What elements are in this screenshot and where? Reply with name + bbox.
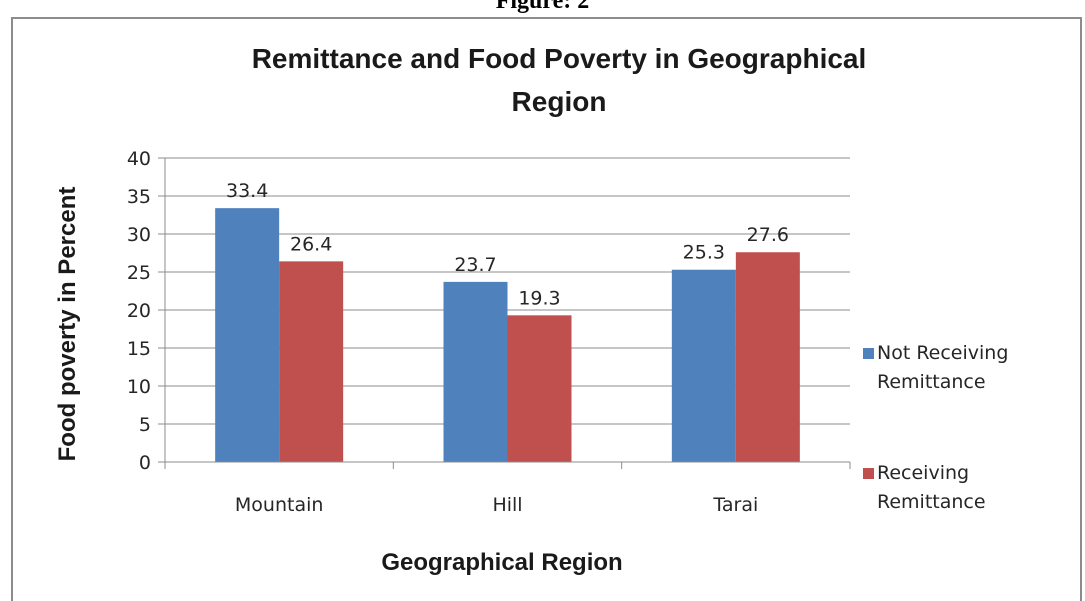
y-tick-label: 5	[139, 414, 151, 436]
y-tick-label: 15	[127, 338, 151, 360]
x-tick-label-tarai: Tarai	[712, 494, 758, 516]
y-tick-label: 10	[127, 376, 151, 398]
y-axis-label: Food poverty in Percent	[54, 187, 81, 462]
chart-frame	[11, 17, 1082, 601]
data-label: 25.3	[683, 242, 725, 264]
bars	[215, 208, 800, 462]
legend: Not Receiving Remittance Receiving Remittan…	[863, 342, 1008, 513]
y-tick-label: 40	[127, 148, 151, 170]
legend-label: Remittance	[877, 371, 986, 393]
y-tick-label: 35	[127, 186, 151, 208]
legend-label: Remittance	[877, 491, 986, 513]
x-axis-ticks: Mountain Hill Tarai	[164, 461, 851, 516]
y-axis-ticks: 0 5 10 15 20 25 30 35 40	[127, 148, 166, 474]
legend-swatch	[863, 468, 874, 479]
data-label: 23.7	[454, 254, 496, 276]
y-tick-label: 0	[139, 452, 151, 474]
legend-swatch	[863, 348, 874, 359]
chart-title-line-1: Remittance and Food Poverty in Geographi…	[252, 43, 867, 74]
bar-receiving-mountain	[279, 261, 344, 462]
chart-title-line-2: Region	[512, 86, 607, 117]
x-tick-label-hill: Hill	[492, 494, 522, 516]
bar-not-receiving-tarai	[671, 269, 736, 462]
data-label: 19.3	[518, 287, 560, 309]
y-tick-label: 30	[127, 224, 151, 246]
figure-caption: Figure: 2	[495, 0, 590, 14]
legend-label: Not Receiving	[877, 342, 1008, 364]
bar-receiving-hill	[507, 315, 572, 462]
bar-not-receiving-mountain	[215, 208, 280, 462]
y-tick-label: 25	[127, 262, 151, 284]
y-tick-label: 20	[127, 300, 151, 322]
legend-label: Receiving	[877, 462, 969, 484]
x-axis-label: Geographical Region	[381, 549, 622, 576]
data-labels: 33.4 26.4 23.7 19.3 25.3 27.6	[226, 180, 789, 309]
data-label: 33.4	[226, 180, 268, 202]
x-tick-label-mountain: Mountain	[235, 494, 324, 516]
data-label: 26.4	[290, 233, 332, 255]
data-label: 27.6	[747, 224, 789, 246]
bar-not-receiving-hill	[443, 281, 508, 462]
bar-receiving-tarai	[735, 252, 800, 462]
